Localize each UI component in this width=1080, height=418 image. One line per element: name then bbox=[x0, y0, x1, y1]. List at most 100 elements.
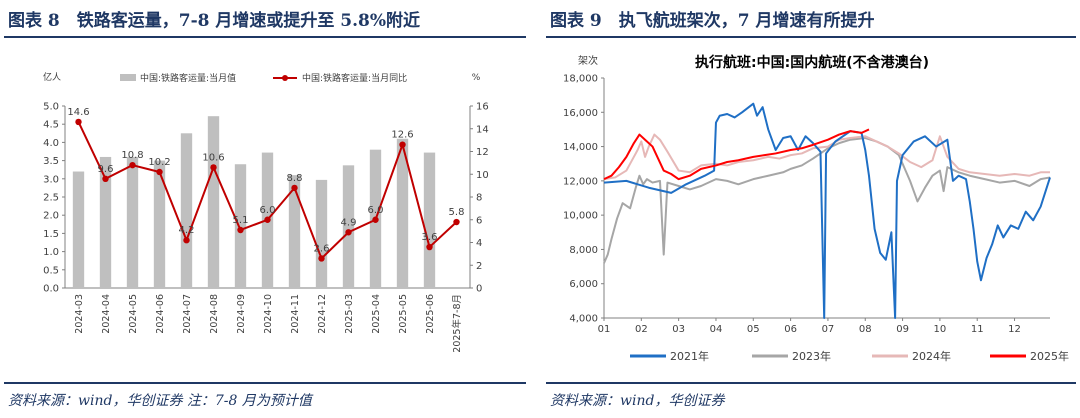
left-tick-label: 4.0 bbox=[43, 138, 59, 149]
legend-label: 2023年 bbox=[792, 349, 831, 363]
bar-2024-05 bbox=[126, 156, 139, 288]
right-tick-label: 16 bbox=[476, 102, 489, 113]
x-tick-label: 2025-04 bbox=[371, 294, 382, 334]
y-tick-label: 4,000 bbox=[569, 314, 598, 325]
yoy-point-2024-12 bbox=[318, 255, 325, 262]
x-tick-label: 2024-07 bbox=[182, 294, 193, 334]
right-tick-label: 4 bbox=[476, 238, 482, 249]
figure-9-source: 资料来源：wind，华创证券 bbox=[550, 393, 725, 409]
x-tick-label: 2024-06 bbox=[155, 294, 166, 334]
title-rule bbox=[546, 36, 1076, 38]
bar-2024-12 bbox=[315, 179, 328, 288]
left-tick-label: 0.0 bbox=[43, 284, 59, 295]
yoy-data-label: 6.0 bbox=[368, 205, 384, 216]
right-tick-label: 12 bbox=[476, 147, 489, 158]
left-tick-label: 2.0 bbox=[43, 211, 59, 222]
y-tick-label: 18,000 bbox=[563, 74, 598, 85]
x-tick-label: 2025-05 bbox=[398, 294, 409, 334]
series-line-2021年 bbox=[603, 102, 1051, 319]
x-tick-label: 2024-03 bbox=[74, 294, 85, 334]
yoy-data-label: 8.8 bbox=[287, 173, 303, 184]
x-tick-label: 03 bbox=[672, 324, 685, 335]
yoy-point-2024-08 bbox=[210, 164, 217, 171]
legend-bar-swatch bbox=[120, 74, 136, 81]
yoy-data-label: 2.6 bbox=[314, 243, 330, 254]
right-tick-label: 2 bbox=[476, 261, 482, 272]
x-tick-label: 04 bbox=[710, 324, 723, 335]
right-tick-label: 0 bbox=[476, 284, 482, 295]
x-tick-label: 05 bbox=[747, 324, 760, 335]
right-tick-label: 10 bbox=[476, 170, 489, 181]
yoy-data-label: 9.6 bbox=[98, 164, 114, 175]
yoy-data-label: 14.6 bbox=[67, 107, 89, 118]
yoy-data-label: 10.6 bbox=[202, 152, 224, 163]
yoy-point-2024-04 bbox=[102, 175, 109, 182]
x-tick-label: 06 bbox=[784, 324, 797, 335]
figure-8-title: 图表 8 铁路客运量，7-8 月增速或提升至 5.8%附近 bbox=[8, 11, 421, 31]
x-tick-label: 07 bbox=[822, 324, 835, 335]
figure-9-panel: 图表 9 执飞航班架次，7 月增速有所提升 执行航班:中国:国内航班(不含港澳台… bbox=[542, 0, 1080, 418]
yoy-data-label: 3.6 bbox=[422, 232, 438, 243]
flights-chart: 执行航班:中国:国内航班(不含港澳台) 架次 4,000 6,000 8,000 10,0… bbox=[563, 54, 1069, 363]
y-tick-label: 8,000 bbox=[569, 245, 598, 256]
legend-line-marker bbox=[282, 75, 288, 81]
x-tick-label: 2024-08 bbox=[209, 294, 220, 334]
bar-2025-06 bbox=[423, 152, 436, 288]
x-tick-label: 02 bbox=[635, 324, 648, 335]
source-rule bbox=[546, 382, 1076, 384]
x-tick-label: 01 bbox=[598, 324, 611, 335]
bar-2024-11 bbox=[288, 175, 301, 288]
x-tick-label: 08 bbox=[859, 324, 872, 335]
yoy-point-2024-03 bbox=[75, 118, 82, 126]
legend-label: 2024年 bbox=[912, 349, 951, 363]
x-tick-label: 12 bbox=[1008, 324, 1021, 335]
x-tick-label: 2025-06 bbox=[425, 294, 436, 334]
chart-title: 执行航班:中国:国内航班(不含港澳台) bbox=[695, 54, 929, 71]
right-tick-label: 6 bbox=[476, 215, 482, 226]
source-rule bbox=[4, 382, 526, 384]
y-tick-label: 6,000 bbox=[569, 279, 598, 290]
yoy-point-2025-06 bbox=[426, 243, 433, 251]
yoy-data-label: 5.8 bbox=[449, 207, 465, 218]
yoy-data-label: 5.1 bbox=[233, 215, 249, 226]
x-tick-label: 2024-10 bbox=[263, 294, 274, 334]
figure-8-panel: 图表 8 铁路客运量，7-8 月增速或提升至 5.8%附近 亿人% 中国:铁路客运… bbox=[0, 0, 530, 418]
title-rule bbox=[4, 36, 526, 38]
bar-2024-03 bbox=[72, 171, 85, 288]
yoy-point-2024-09 bbox=[237, 226, 244, 234]
right-tick-label: 8 bbox=[476, 193, 482, 204]
x-tick-label: 2024-09 bbox=[236, 294, 247, 334]
x-tick-label: 09 bbox=[896, 324, 909, 335]
series-line-2025年 bbox=[603, 128, 870, 181]
yoy-data-label: 4.9 bbox=[341, 217, 357, 228]
legend-label: 2025年 bbox=[1030, 349, 1069, 363]
left-tick-label: 5.0 bbox=[43, 102, 59, 113]
bar-2024-09 bbox=[234, 164, 247, 288]
legend-bar-label: 中国:铁路客运量:当月值 bbox=[140, 72, 236, 84]
left-tick-label: 3.5 bbox=[43, 156, 59, 167]
yoy-data-label: 10.8 bbox=[121, 150, 143, 161]
left-tick-label: 0.5 bbox=[43, 265, 59, 276]
bar-2024-07 bbox=[180, 133, 193, 288]
bar-2024-08 bbox=[207, 116, 220, 288]
y-tick-label: 10,000 bbox=[563, 211, 598, 222]
bar-2025-05 bbox=[396, 138, 409, 288]
yoy-point-2025-04 bbox=[372, 216, 379, 223]
legend-line-label: 中国:铁路客运量:当月同比 bbox=[302, 72, 407, 84]
yoy-point-2024-05 bbox=[129, 161, 136, 169]
left-tick-label: 1.5 bbox=[43, 229, 59, 240]
yoy-point-2024-06 bbox=[156, 168, 163, 176]
y-axis-unit: 架次 bbox=[578, 54, 598, 67]
yoy-data-label: 4.2 bbox=[179, 225, 195, 236]
x-tick-label: 2024-11 bbox=[290, 294, 301, 334]
yoy-point-2024-07 bbox=[183, 237, 190, 244]
railway-passenger-chart: 亿人 % 中国:铁路客运量:当月值 中国:铁路客运量:当月同比 0.0 0.5 1.0 1.5… bbox=[43, 71, 489, 353]
y-tick-label: 14,000 bbox=[563, 142, 598, 153]
yoy-point-2024-10 bbox=[264, 216, 271, 223]
x-tick-label: 2024-04 bbox=[101, 294, 112, 334]
figure-9-title: 图表 9 执飞航班架次，7 月增速有所提升 bbox=[550, 11, 875, 31]
yoy-point-2025年7-8月 bbox=[453, 218, 460, 226]
figure-8-source: 资料来源：wind，华创证券 注：7-8 月为预计值 bbox=[8, 393, 312, 409]
left-tick-label: 3.0 bbox=[43, 174, 59, 185]
x-tick-label: 11 bbox=[971, 324, 984, 335]
